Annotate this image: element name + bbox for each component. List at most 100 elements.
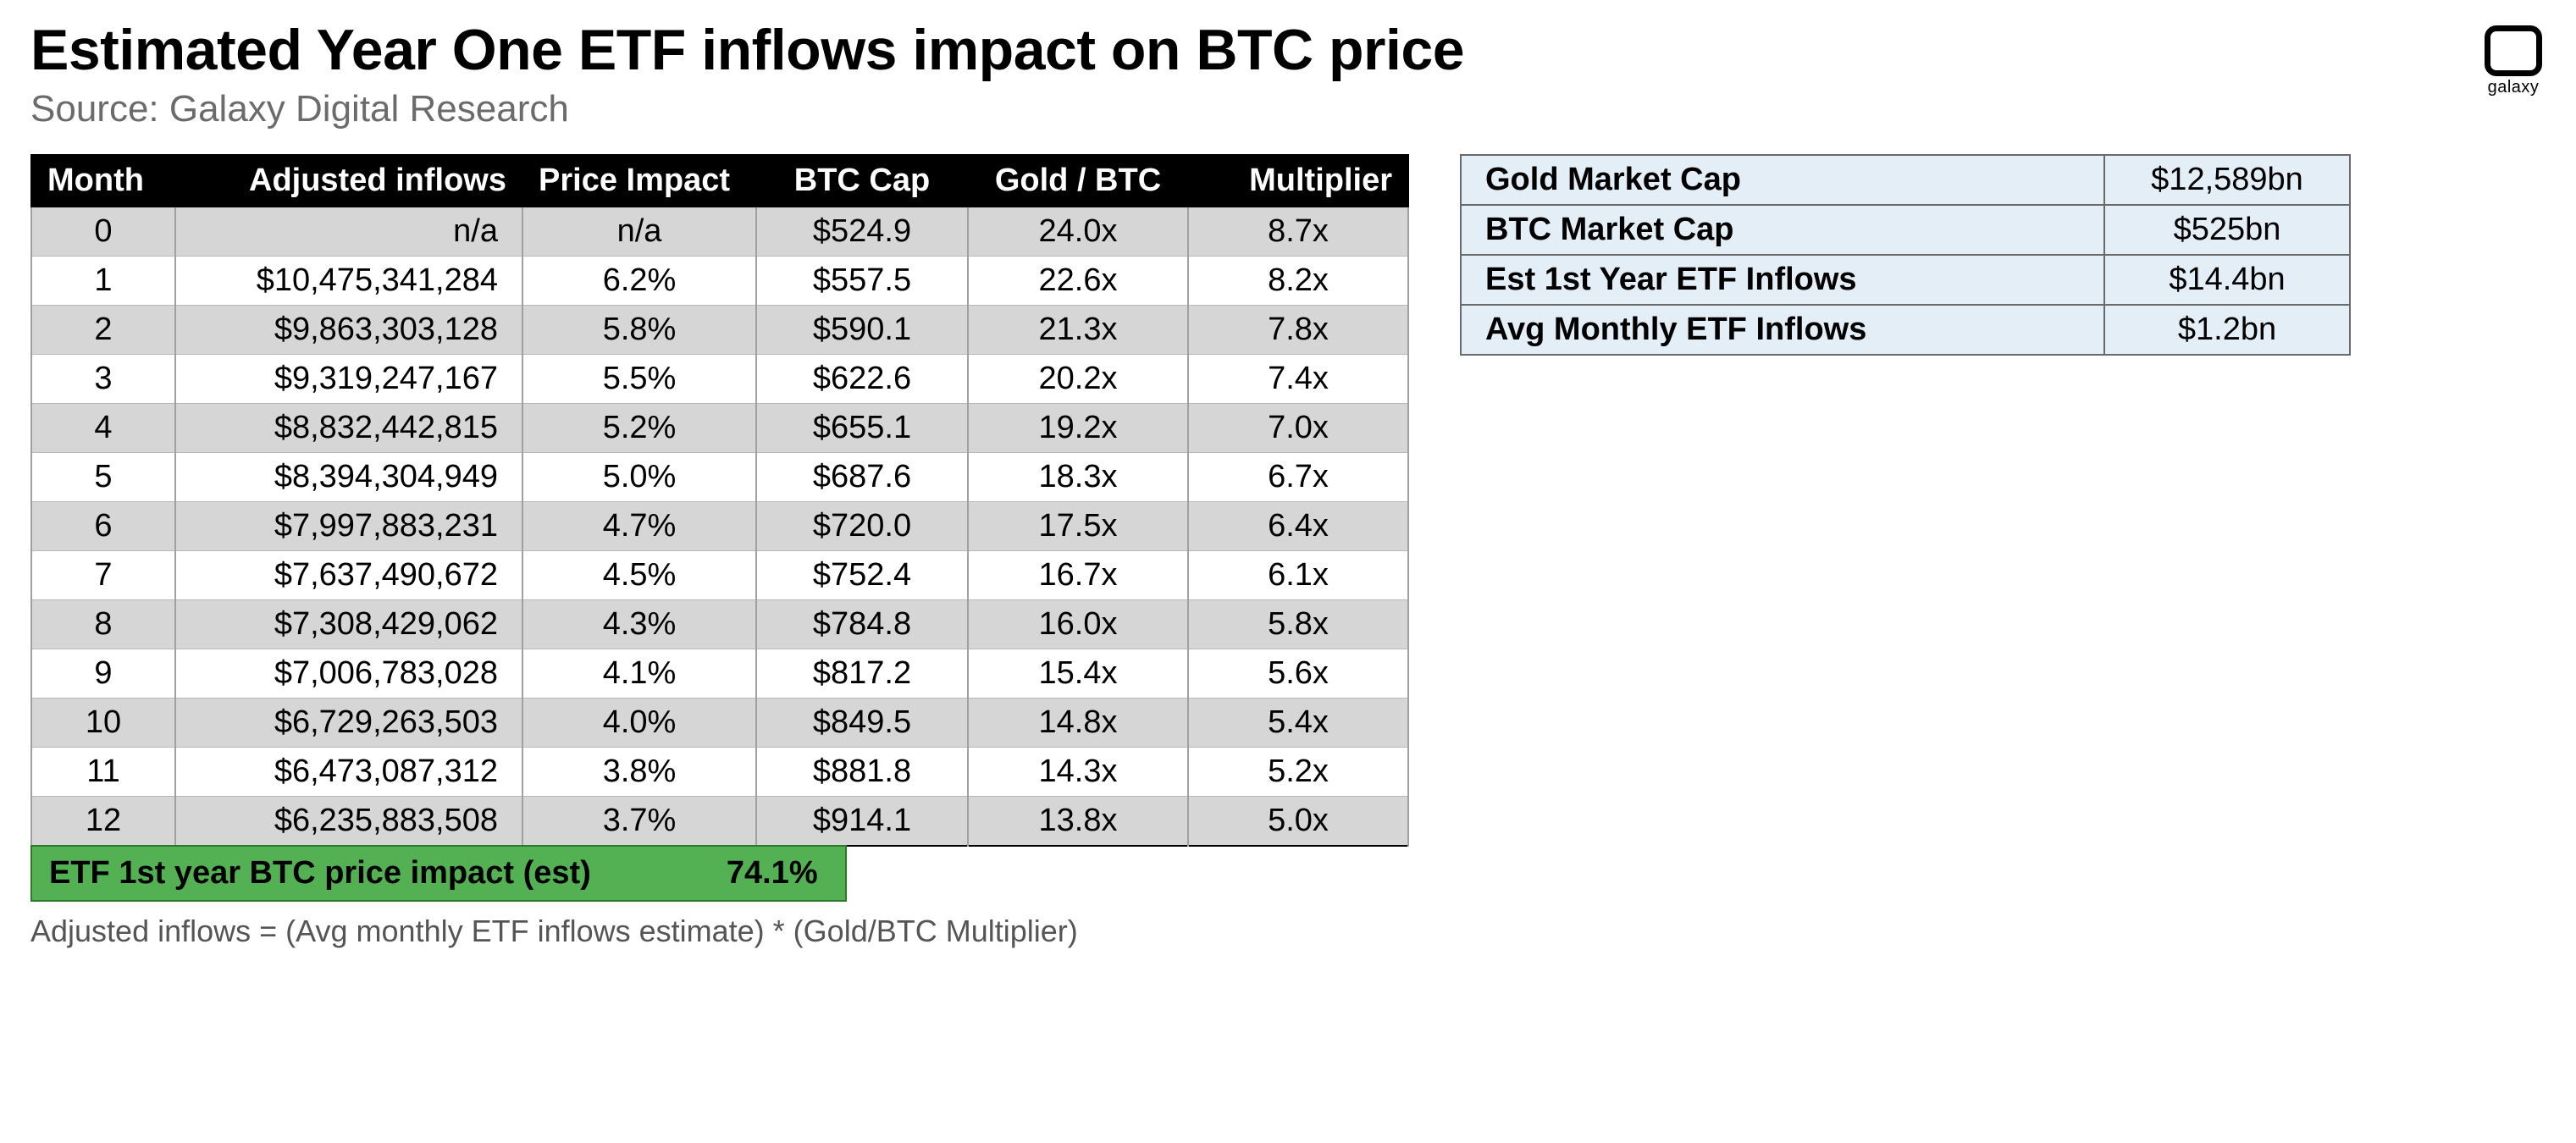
table-row: 7$7,637,490,6724.5%$752.416.7x6.1x bbox=[31, 551, 1408, 600]
table-row: 12$6,235,883,5083.7%$914.113.8x5.0x bbox=[31, 797, 1408, 847]
table-cell: 5.4x bbox=[1188, 698, 1408, 748]
table-cell: 6.7x bbox=[1188, 453, 1408, 502]
table-cell: 7 bbox=[31, 551, 175, 600]
galaxy-logo-icon bbox=[2485, 25, 2542, 76]
table-cell: 8.2x bbox=[1188, 257, 1408, 306]
table-row: 11$6,473,087,3123.8%$881.814.3x5.2x bbox=[31, 748, 1408, 797]
table-cell: $8,832,442,815 bbox=[175, 404, 522, 453]
table-cell: 8 bbox=[31, 600, 175, 649]
col-header-impact: Price Impact bbox=[522, 155, 756, 207]
table-cell: 12 bbox=[31, 797, 175, 847]
table-cell: $6,235,883,508 bbox=[175, 797, 522, 847]
etf-impact-table: Month Adjusted inflows Price Impact BTC … bbox=[30, 154, 1409, 847]
table-cell: $6,473,087,312 bbox=[175, 748, 522, 797]
table-row: 3$9,319,247,1675.5%$622.620.2x7.4x bbox=[31, 355, 1408, 404]
table-row: 0n/an/a$524.924.0x8.7x bbox=[31, 207, 1408, 257]
table-row: 4$8,832,442,8155.2%$655.119.2x7.0x bbox=[31, 404, 1408, 453]
table-cell: 3.7% bbox=[522, 797, 756, 847]
table-cell: 18.3x bbox=[968, 453, 1188, 502]
page-subtitle: Source: Galaxy Digital Research bbox=[30, 88, 1464, 130]
table-cell: $6,729,263,503 bbox=[175, 698, 522, 748]
market-cap-table: Gold Market Cap$12,589bnBTC Market Cap$5… bbox=[1460, 154, 2351, 356]
side-table-row: BTC Market Cap$525bn bbox=[1461, 205, 2350, 255]
summary-value: 74.1% bbox=[608, 847, 845, 900]
table-cell: 5.8% bbox=[522, 306, 756, 355]
table-cell: 4.3% bbox=[522, 600, 756, 649]
table-row: 2$9,863,303,1285.8%$590.121.3x7.8x bbox=[31, 306, 1408, 355]
galaxy-logo: galaxy bbox=[2485, 25, 2542, 97]
table-cell: 2 bbox=[31, 306, 175, 355]
table-cell: 19.2x bbox=[968, 404, 1188, 453]
side-table-row: Est 1st Year ETF Inflows$14.4bn bbox=[1461, 255, 2350, 305]
table-cell: $881.8 bbox=[756, 748, 968, 797]
table-cell: 5.6x bbox=[1188, 649, 1408, 698]
table-cell: 10 bbox=[31, 698, 175, 748]
table-cell: n/a bbox=[522, 207, 756, 257]
table-cell: $557.5 bbox=[756, 257, 968, 306]
summary-bar: ETF 1st year BTC price impact (est) 74.1… bbox=[30, 845, 847, 902]
table-cell: $10,475,341,284 bbox=[175, 257, 522, 306]
table-cell: 5.2% bbox=[522, 404, 756, 453]
table-cell: 14.3x bbox=[968, 748, 1188, 797]
table-row: 10$6,729,263,5034.0%$849.514.8x5.4x bbox=[31, 698, 1408, 748]
table-cell: 13.8x bbox=[968, 797, 1188, 847]
table-cell: 5.5% bbox=[522, 355, 756, 404]
table-cell: 5.0x bbox=[1188, 797, 1408, 847]
table-cell: $720.0 bbox=[756, 502, 968, 551]
col-header-inflows: Adjusted inflows bbox=[175, 155, 522, 207]
table-cell: 3 bbox=[31, 355, 175, 404]
table-cell: $914.1 bbox=[756, 797, 968, 847]
table-cell: $7,006,783,028 bbox=[175, 649, 522, 698]
table-cell: 7.4x bbox=[1188, 355, 1408, 404]
table-cell: $817.2 bbox=[756, 649, 968, 698]
table-row: 5$8,394,304,9495.0%$687.618.3x6.7x bbox=[31, 453, 1408, 502]
table-cell: 22.6x bbox=[968, 257, 1188, 306]
table-cell: 17.5x bbox=[968, 502, 1188, 551]
table-cell: 6.4x bbox=[1188, 502, 1408, 551]
side-table-label: Est 1st Year ETF Inflows bbox=[1461, 255, 2104, 305]
table-cell: 20.2x bbox=[968, 355, 1188, 404]
table-cell: 4.1% bbox=[522, 649, 756, 698]
side-table-value: $12,589bn bbox=[2104, 155, 2350, 205]
table-cell: 3.8% bbox=[522, 748, 756, 797]
table-cell: 0 bbox=[31, 207, 175, 257]
col-header-goldbtc: Gold / BTC bbox=[968, 155, 1188, 207]
table-cell: 14.8x bbox=[968, 698, 1188, 748]
table-row: 8$7,308,429,0624.3%$784.816.0x5.8x bbox=[31, 600, 1408, 649]
table-cell: 4.5% bbox=[522, 551, 756, 600]
table-cell: 4 bbox=[31, 404, 175, 453]
table-cell: 16.7x bbox=[968, 551, 1188, 600]
table-row: 6$7,997,883,2314.7%$720.017.5x6.4x bbox=[31, 502, 1408, 551]
side-table-value: $14.4bn bbox=[2104, 255, 2350, 305]
table-cell: 4.7% bbox=[522, 502, 756, 551]
side-table-row: Avg Monthly ETF Inflows$1.2bn bbox=[1461, 305, 2350, 355]
table-cell: $655.1 bbox=[756, 404, 968, 453]
col-header-month: Month bbox=[31, 155, 175, 207]
table-row: 1$10,475,341,2846.2%$557.522.6x8.2x bbox=[31, 257, 1408, 306]
table-cell: n/a bbox=[175, 207, 522, 257]
table-cell: $7,308,429,062 bbox=[175, 600, 522, 649]
table-cell: 1 bbox=[31, 257, 175, 306]
table-cell: 6 bbox=[31, 502, 175, 551]
table-header-row: Month Adjusted inflows Price Impact BTC … bbox=[31, 155, 1408, 207]
footnote: Adjusted inflows = (Avg monthly ETF infl… bbox=[30, 914, 1409, 949]
table-cell: $752.4 bbox=[756, 551, 968, 600]
table-cell: 5.2x bbox=[1188, 748, 1408, 797]
table-cell: $8,394,304,949 bbox=[175, 453, 522, 502]
table-cell: 7.0x bbox=[1188, 404, 1408, 453]
table-cell: 5 bbox=[31, 453, 175, 502]
table-cell: 6.1x bbox=[1188, 551, 1408, 600]
table-cell: 6.2% bbox=[522, 257, 756, 306]
col-header-btccap: BTC Cap bbox=[756, 155, 968, 207]
side-table-value: $1.2bn bbox=[2104, 305, 2350, 355]
side-table-row: Gold Market Cap$12,589bn bbox=[1461, 155, 2350, 205]
table-cell: 7.8x bbox=[1188, 306, 1408, 355]
side-table-label: Avg Monthly ETF Inflows bbox=[1461, 305, 2104, 355]
side-table-value: $525bn bbox=[2104, 205, 2350, 255]
table-cell: $849.5 bbox=[756, 698, 968, 748]
table-cell: 8.7x bbox=[1188, 207, 1408, 257]
table-cell: $7,637,490,672 bbox=[175, 551, 522, 600]
table-cell: $687.6 bbox=[756, 453, 968, 502]
table-cell: $590.1 bbox=[756, 306, 968, 355]
table-cell: $9,863,303,128 bbox=[175, 306, 522, 355]
